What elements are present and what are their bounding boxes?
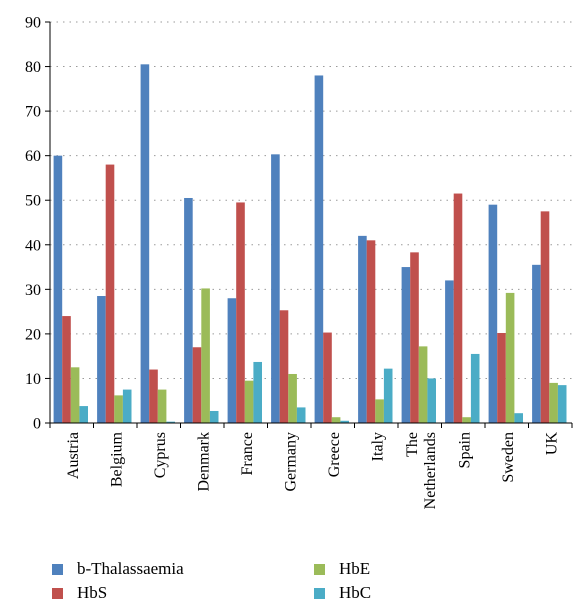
bar-hbs-6 (323, 332, 332, 423)
bar-hbc-8 (427, 378, 436, 423)
bar-hbs-7 (366, 240, 376, 423)
x-tick-label-8-line-1: Netherlands (422, 432, 439, 509)
bar-hbe-4 (244, 380, 254, 423)
bar-hbc-10 (514, 413, 523, 423)
bar-hbc-7 (383, 368, 393, 423)
x-tick-label-0: Austria (65, 432, 82, 479)
bar-hbs-5 (279, 310, 289, 423)
bar-hbs-4 (236, 202, 245, 423)
x-tick-label-1: Belgium (108, 431, 125, 487)
bar-hbe-7 (375, 399, 384, 423)
bar-b-thalassaemia-4 (227, 298, 237, 423)
bar-hbc-2 (166, 421, 175, 423)
bar-hbs-8 (410, 252, 419, 423)
bar-hbs-11 (540, 211, 550, 423)
bar-hbe-0 (70, 367, 80, 423)
bar-b-thalassaemia-6 (314, 75, 324, 423)
bar-b-thalassaemia-11 (532, 264, 541, 423)
x-tick-label-7: Italy (369, 432, 386, 461)
x-tick-label-2: Cyprus (152, 432, 169, 478)
bar-hbc-9 (470, 353, 480, 423)
x-tick-label-9: Spain (456, 432, 473, 468)
x-tick-label-10: Sweden (500, 432, 517, 483)
bar-b-thalassaemia-10 (488, 204, 498, 423)
bar-b-thalassaemia-1 (97, 296, 106, 423)
bar-hbs-0 (62, 316, 71, 423)
bar-hbc-4 (253, 361, 262, 423)
bar-hbe-3 (201, 288, 210, 423)
bar-b-thalassaemia-9 (445, 280, 454, 423)
bar-hbe-6 (331, 417, 341, 423)
x-tick-label-3: Denmark (195, 432, 212, 492)
y-tick-label-20: 20 (25, 326, 41, 343)
bar-b-thalassaemia-0 (53, 155, 63, 423)
x-tick-label-4: France (239, 432, 256, 476)
bar-hbc-11 (557, 385, 567, 423)
bar-b-thalassaemia-8 (401, 267, 411, 423)
bar-hbe-1 (114, 395, 123, 423)
bar-hbe-11 (549, 382, 558, 423)
bar-hbe-10 (505, 292, 515, 423)
bar-b-thalassaemia-5 (271, 154, 280, 423)
y-tick-label-60: 60 (25, 148, 41, 165)
bar-hbs-3 (192, 347, 202, 423)
bar-hbe-8 (418, 346, 428, 423)
bar-hbc-6 (340, 420, 349, 423)
bar-hbc-3 (209, 410, 219, 423)
x-tick-label-6: Greece (326, 432, 343, 477)
y-tick-label-0: 0 (33, 416, 41, 433)
bar-b-thalassaemia-3 (184, 197, 193, 423)
bar-hbe-9 (462, 417, 471, 423)
x-tick-label-5: Germany (282, 432, 299, 492)
bar-hbs-2 (149, 369, 158, 423)
y-tick-label-40: 40 (25, 237, 41, 254)
y-tick-label-80: 80 (25, 59, 41, 76)
bar-hbe-2 (157, 389, 167, 423)
bar-hbs-10 (497, 332, 506, 423)
bar-hbc-1 (122, 389, 132, 423)
bar-b-thalassaemia-2 (140, 64, 150, 424)
x-tick-label-8-line-0: The (404, 432, 421, 457)
bar-hbs-9 (453, 193, 463, 423)
bar-hbs-1 (105, 164, 115, 424)
bar-hbe-5 (288, 373, 297, 423)
y-tick-label-90: 90 (25, 15, 41, 32)
y-tick-label-50: 50 (25, 193, 41, 210)
bar-hbc-5 (296, 407, 306, 423)
y-tick-label-30: 30 (25, 282, 41, 299)
bar-b-thalassaemia-7 (358, 235, 367, 423)
y-tick-label-10: 10 (25, 371, 41, 388)
y-tick-label-70: 70 (25, 104, 41, 121)
x-tick-label-11: UK (543, 432, 560, 456)
bar-hbc-0 (79, 406, 88, 423)
